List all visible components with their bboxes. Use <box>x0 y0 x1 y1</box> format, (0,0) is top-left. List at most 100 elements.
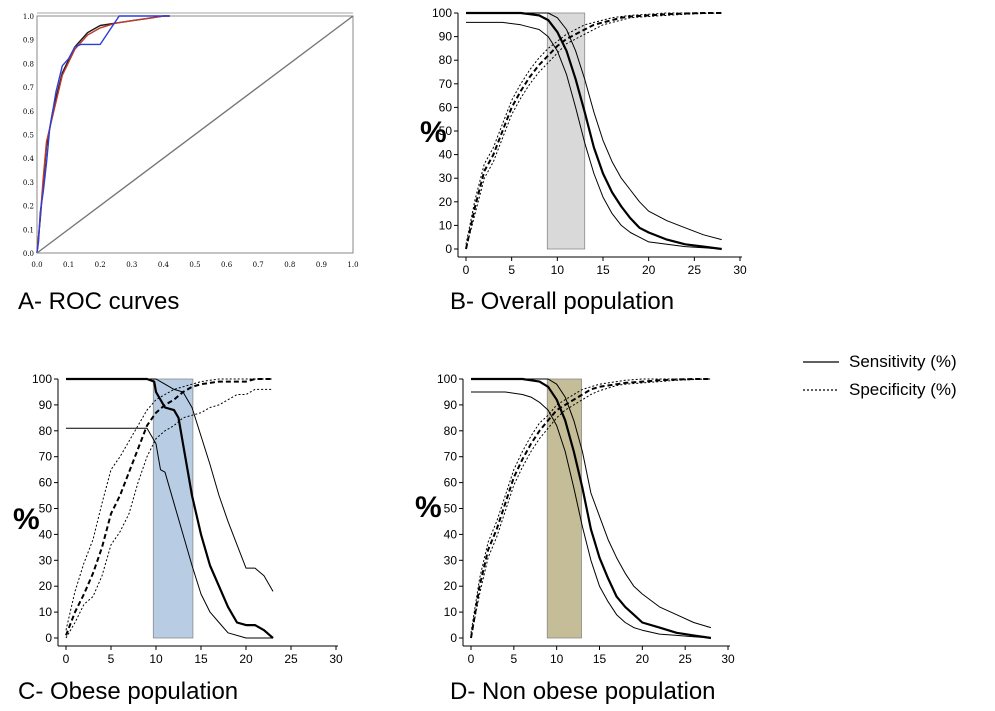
y-axis-label: % <box>13 503 40 536</box>
solid-line-swatch <box>803 361 839 363</box>
x-tick-label: 0.0 <box>31 261 42 269</box>
y-axis-label: % <box>415 491 442 524</box>
x-tick-label: 0.8 <box>284 261 295 269</box>
non-obese-population-chart: 0 5 10 15 20 25 30 0 10 20 30 40 50 60 70 80 90 100% <box>415 372 735 666</box>
y-tick-label: 20 <box>39 579 53 593</box>
x-tick-label: 15 <box>194 652 208 666</box>
y-tick-label: 70 <box>444 450 458 464</box>
specificity-line <box>65 388 273 639</box>
caption-d: D- Non obese population <box>450 678 716 705</box>
y-tick-label: 70 <box>39 450 53 464</box>
specificity-line <box>470 378 711 633</box>
y-tick-label: 0.3 <box>23 179 34 187</box>
obese-population-chart: 0 5 10 15 20 25 30 0 10 20 30 40 50 60 70 80 90 100% <box>13 372 343 666</box>
y-tick-label: 80 <box>444 424 458 438</box>
y-tick-label: 20 <box>439 195 453 209</box>
plot-frame <box>36 15 354 254</box>
x-tick-label: 30 <box>721 652 735 666</box>
x-tick-label: 0.6 <box>221 261 233 269</box>
roc-line <box>36 15 170 254</box>
y-tick-label: 30 <box>439 171 453 185</box>
y-tick-label: 1.0 <box>23 13 34 21</box>
legend-item-specificity: Specificity (%) <box>803 376 993 404</box>
y-tick-label: 30 <box>444 553 458 567</box>
y-tick-label: 0.9 <box>23 37 34 45</box>
specificity-line <box>65 378 273 631</box>
x-tick-label: 0.1 <box>63 261 74 269</box>
y-tick-label: 40 <box>39 527 53 541</box>
x-tick-label: 0 <box>468 652 475 666</box>
roc-line <box>36 15 170 254</box>
y-tick-label: 80 <box>439 53 453 67</box>
roc-line <box>36 15 170 254</box>
y-tick-label: 60 <box>439 100 453 114</box>
sensitivity-line <box>466 11 722 251</box>
x-tick-label: 0.7 <box>253 261 264 269</box>
caption-a: A- ROC curves <box>18 288 180 315</box>
x-tick-label: 10 <box>551 263 565 277</box>
x-tick-label: 0.2 <box>95 261 106 269</box>
y-tick-label: 90 <box>444 398 458 412</box>
x-tick-label: 20 <box>239 652 253 666</box>
x-tick-label: 0.9 <box>316 261 327 269</box>
roc-chart: 0.0 0.1 0.2 0.3 0.4 0.5 0.6 0.7 0.8 0.9 1.0 0.0 0.1 0… <box>23 12 359 269</box>
x-tick-label: 10 <box>550 652 564 666</box>
y-axis-label: % <box>420 116 447 149</box>
specificity-line <box>470 378 711 639</box>
y-tick-label: 0 <box>45 631 52 645</box>
x-tick-label: 1.0 <box>347 261 358 269</box>
y-tick-label: 0.0 <box>23 250 34 258</box>
x-tick-label: 0 <box>463 263 470 277</box>
specificity-line <box>465 12 722 245</box>
y-tick-label: 80 <box>39 424 53 438</box>
highlight-band <box>152 378 194 639</box>
y-tick-label: 60 <box>444 476 458 490</box>
y-tick-label: 50 <box>439 124 453 138</box>
x-tick-label: 30 <box>329 652 343 666</box>
x-tick-label: 5 <box>508 263 515 277</box>
sensitivity-line <box>471 391 711 639</box>
y-tick-label: 40 <box>444 527 458 541</box>
y-tick-label: 90 <box>439 30 453 44</box>
legend-label-specificity: Specificity (%) <box>849 380 957 399</box>
y-tick-label: 0.4 <box>23 155 35 163</box>
x-tick-label: 5 <box>510 652 517 666</box>
y-tick-label: 10 <box>444 605 458 619</box>
dashed-line-swatch <box>803 389 839 391</box>
y-tick-label: 0.8 <box>23 60 34 68</box>
y-tick-label: 0.1 <box>23 226 34 234</box>
y-tick-label: 10 <box>439 218 453 232</box>
y-tick-label: 50 <box>444 502 458 516</box>
legend-label-sensitivity: Sensitivity (%) <box>849 352 957 371</box>
legend-item-sensitivity: Sensitivity (%) <box>803 348 993 376</box>
sensitivity-line <box>471 378 712 629</box>
overall-population-chart: 0 5 10 15 20 25 30 0 10 20 30 40 50 60 70 80 90 100% <box>420 6 747 277</box>
sensitivity-line <box>466 12 722 241</box>
x-tick-label: 25 <box>284 652 298 666</box>
legend: Sensitivity (%) Specificity (%) <box>803 348 993 404</box>
x-tick-label: 25 <box>678 652 692 666</box>
specificity-line <box>465 12 722 250</box>
sensitivity-line <box>66 378 274 592</box>
x-tick-label: 10 <box>149 652 163 666</box>
y-tick-label: 0 <box>450 631 457 645</box>
y-tick-label: 0.6 <box>23 108 35 116</box>
sensitivity-line <box>471 377 712 640</box>
roc-line <box>36 15 354 254</box>
x-tick-label: 5 <box>108 652 115 666</box>
x-tick-label: 0 <box>63 652 70 666</box>
x-tick-label: 30 <box>733 263 747 277</box>
y-tick-label: 70 <box>439 77 453 91</box>
x-tick-label: 15 <box>596 263 610 277</box>
specificity-line <box>65 378 273 636</box>
x-tick-label: 15 <box>593 652 607 666</box>
y-tick-label: 0.7 <box>23 84 34 92</box>
y-tick-label: 0 <box>445 242 452 256</box>
x-tick-label: 0.4 <box>158 261 170 269</box>
sensitivity-line <box>66 427 273 639</box>
y-tick-label: 90 <box>39 398 53 412</box>
x-tick-label: 20 <box>642 263 656 277</box>
caption-b: B- Overall population <box>450 288 675 315</box>
y-tick-label: 10 <box>39 605 53 619</box>
y-tick-label: 100 <box>432 6 452 20</box>
